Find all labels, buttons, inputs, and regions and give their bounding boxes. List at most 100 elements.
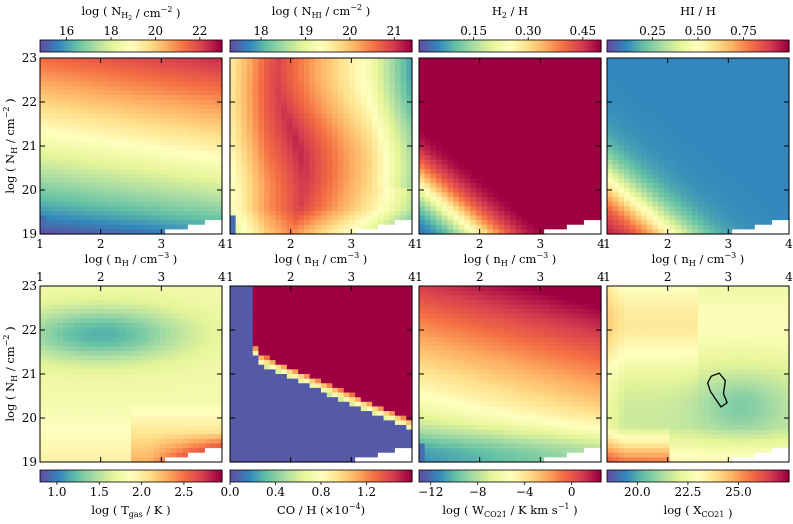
colorbar-tick-label: 18 [253,24,268,38]
colorbar-tick-label: 0.75 [730,24,757,38]
colorbar: 0.25 0.50 0.75 HI / H [606,4,790,53]
colorbar-tick-label: 22.5 [675,485,702,499]
x-tick-label-top: 2 [664,270,672,284]
colorbar-tick-label: 0.30 [515,24,542,38]
colorbar-tick-label: 0.45 [569,24,596,38]
y-tick-label: 20 [22,183,37,197]
x-tick-label-top: 3 [348,270,356,284]
panel-co-abund: 1 2 3 4 0.0 0.4 0.8 1.2 CO / H (×10−4) [220,270,416,517]
colorbar: 0.15 0.30 0.45 H2 / H [418,4,602,53]
colorbar-label: log ( NH2 / cm−2 ) [81,4,180,22]
colorbar-tick-label: 0.15 [460,24,487,38]
colorbar-tick-label: 20.0 [624,485,651,499]
colorbar-frame [418,469,602,483]
colorbar-label: log ( XCO21 ) [664,503,733,520]
heatmap-cells [419,286,602,463]
colorbar-tick-label: 0.4 [266,485,285,499]
heatmap-cells [40,58,223,235]
colorbar-tick-label: 0.50 [685,24,712,38]
colorbar-label: log ( NHI / cm−2 ) [272,3,370,20]
x-axis-label: log ( nH / cm−3 ) [464,251,557,268]
colorbar-tick-label: 2.5 [174,485,193,499]
x-tick-label-top: 3 [725,270,733,284]
colorbar-tick-label: 0.25 [639,24,666,38]
heatmap-cells [607,286,790,463]
colorbar-tick-label: 1.5 [90,485,109,499]
x-tick-label: 2 [664,237,672,251]
panel-n-hi: 1 2 3 4 log ( nH / cm−3 ) 18 19 20 21 log ( NHI /… [226,3,416,268]
colorbar-tick-label: 0 [568,485,576,499]
x-tick-label: 4 [218,237,226,251]
colorbar-tick-label: 19 [298,24,313,38]
colorbar-label: H2 / H [492,4,528,20]
x-tick-label: 4 [785,237,793,251]
heatmap-cells [40,286,223,463]
colorbar-label: HI / H [680,4,716,18]
x-tick-label-top: 1 [603,270,611,284]
y-axis-label: log ( NH / cm−2 ) [2,326,19,421]
panel-w-co21: 1 2 3 4 −12 −8 −4 0 log ( WCO21 / K km s−1 ) [415,270,605,519]
colorbar-tick-label: 2.0 [132,485,151,499]
x-tick-label-top: 2 [287,270,295,284]
x-tick-label: 1 [415,237,423,251]
x-tick-label: 2 [287,237,295,251]
colorbar-tick-label: −4 [516,485,534,499]
colorbar: 20.0 22.5 25.0 log ( XCO21 ) [606,469,790,520]
x-tick-label-top: 1 [226,270,234,284]
colorbar: 0.0 0.4 0.8 1.2 CO / H (×10−4) [220,469,413,517]
x-tick-label-top: 1 [415,270,423,284]
x-tick-label: 2 [97,237,105,251]
y-tick-label: 22 [22,323,37,337]
x-tick-label-top: 4 [785,270,793,284]
colorbar-tick-label: 20 [148,24,163,38]
heatmap-cells [230,58,413,235]
x-tick-label: 4 [408,237,416,251]
colorbar: 16 18 20 22 log ( NH2 / cm−2 ) [39,4,223,53]
colorbar-tick-label: −8 [469,485,487,499]
colorbar-frame [39,39,223,53]
colorbar-label: CO / H (×10−4) [277,502,365,517]
x-axis-label: log ( nH / cm−3 ) [275,251,368,268]
colorbar-tick-label: 1.0 [47,485,66,499]
x-tick-label: 3 [348,237,356,251]
x-tick-label-top: 2 [97,270,105,284]
colorbar-tick-label: 1.2 [357,485,376,499]
x-tick-label: 1 [603,237,611,251]
colorbar-label: log ( WCO21 / K km s−1 ) [442,502,577,519]
y-tick-label: 19 [22,455,37,469]
colorbar: 18 19 20 21 log ( NHI / cm−2 ) [229,3,413,53]
colorbar-tick-label: 25.0 [725,485,752,499]
x-tick-label-top: 4 [408,270,416,284]
panel-x-co21: 1 2 3 4 20.0 22.5 25.0 log ( XCO21 ) [603,270,793,520]
y-tick-label: 20 [22,411,37,425]
panel-h2-frac: 1 2 3 4 log ( nH / cm−3 ) 0.15 0.30 0.45 H2 / H [415,4,605,268]
colorbar: −12 −8 −4 0 log ( WCO21 / K km s−1 ) [418,469,602,519]
colorbar-tick-label: 0.8 [311,485,330,499]
colorbar-tick-label: 21 [387,24,402,38]
y-tick-label: 22 [22,95,37,109]
colorbar-frame [418,39,602,53]
y-tick-label: 23 [22,51,37,65]
x-tick-label-top: 4 [218,270,226,284]
x-tick-label-top: 2 [476,270,484,284]
x-tick-label: 1 [36,237,44,251]
y-tick-label: 23 [22,279,37,293]
x-tick-label: 1 [226,237,234,251]
colorbar-tick-label: 16 [59,24,74,38]
x-tick-label-top: 1 [36,270,44,284]
colorbar-tick-label: 20 [342,24,357,38]
heatmap-cells [607,58,790,235]
contour-line [706,372,728,408]
x-axis-label: log ( nH / cm−3 ) [652,251,745,268]
colorbar: 1.0 1.5 2.0 2.5 log ( Tgas / K ) [39,469,223,519]
x-tick-label: 2 [476,237,484,251]
colorbar-frame [229,39,413,53]
y-axis-label: log ( NH / cm−2 ) [2,98,19,193]
y-tick-label: 21 [22,367,37,381]
x-tick-label-top: 3 [537,270,545,284]
x-tick-label: 4 [597,237,605,251]
x-tick-label-top: 4 [597,270,605,284]
colorbar-tick-label: 22 [192,24,207,38]
